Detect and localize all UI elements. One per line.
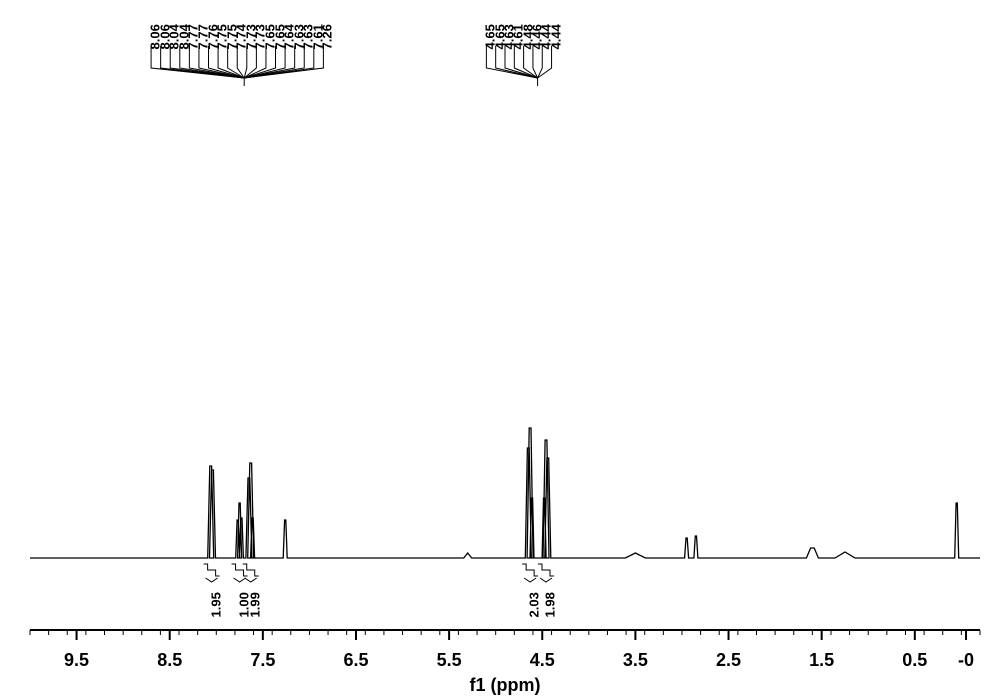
integral-label: 2.03	[527, 592, 542, 617]
peak-label: 4.44	[548, 24, 563, 49]
axis-tick: 2.5	[716, 650, 741, 671]
axis-tick: 9.5	[64, 650, 89, 671]
integral-label: 1.99	[247, 592, 262, 617]
axis-tick: 3.5	[623, 650, 648, 671]
axis-tick: -0	[958, 650, 974, 671]
axis-tick: 1.5	[809, 650, 834, 671]
axis-tick: 7.5	[250, 650, 275, 671]
axis-tick: 8.5	[157, 650, 182, 671]
axis-tick: 4.5	[530, 650, 555, 671]
axis-tick: 5.5	[437, 650, 462, 671]
axis-tick: 0.5	[902, 650, 927, 671]
nmr-spectrum-chart: 8.068.068.048.047.777.777.767.757.757.74…	[0, 0, 1000, 694]
integral-label: 1.95	[208, 592, 223, 617]
axis-title: f1 (ppm)	[470, 675, 541, 696]
peak-label: 7.26	[320, 24, 335, 49]
axis-tick: 6.5	[343, 650, 368, 671]
spectrum-canvas	[0, 0, 1000, 694]
integral-label: 1.98	[542, 592, 557, 617]
